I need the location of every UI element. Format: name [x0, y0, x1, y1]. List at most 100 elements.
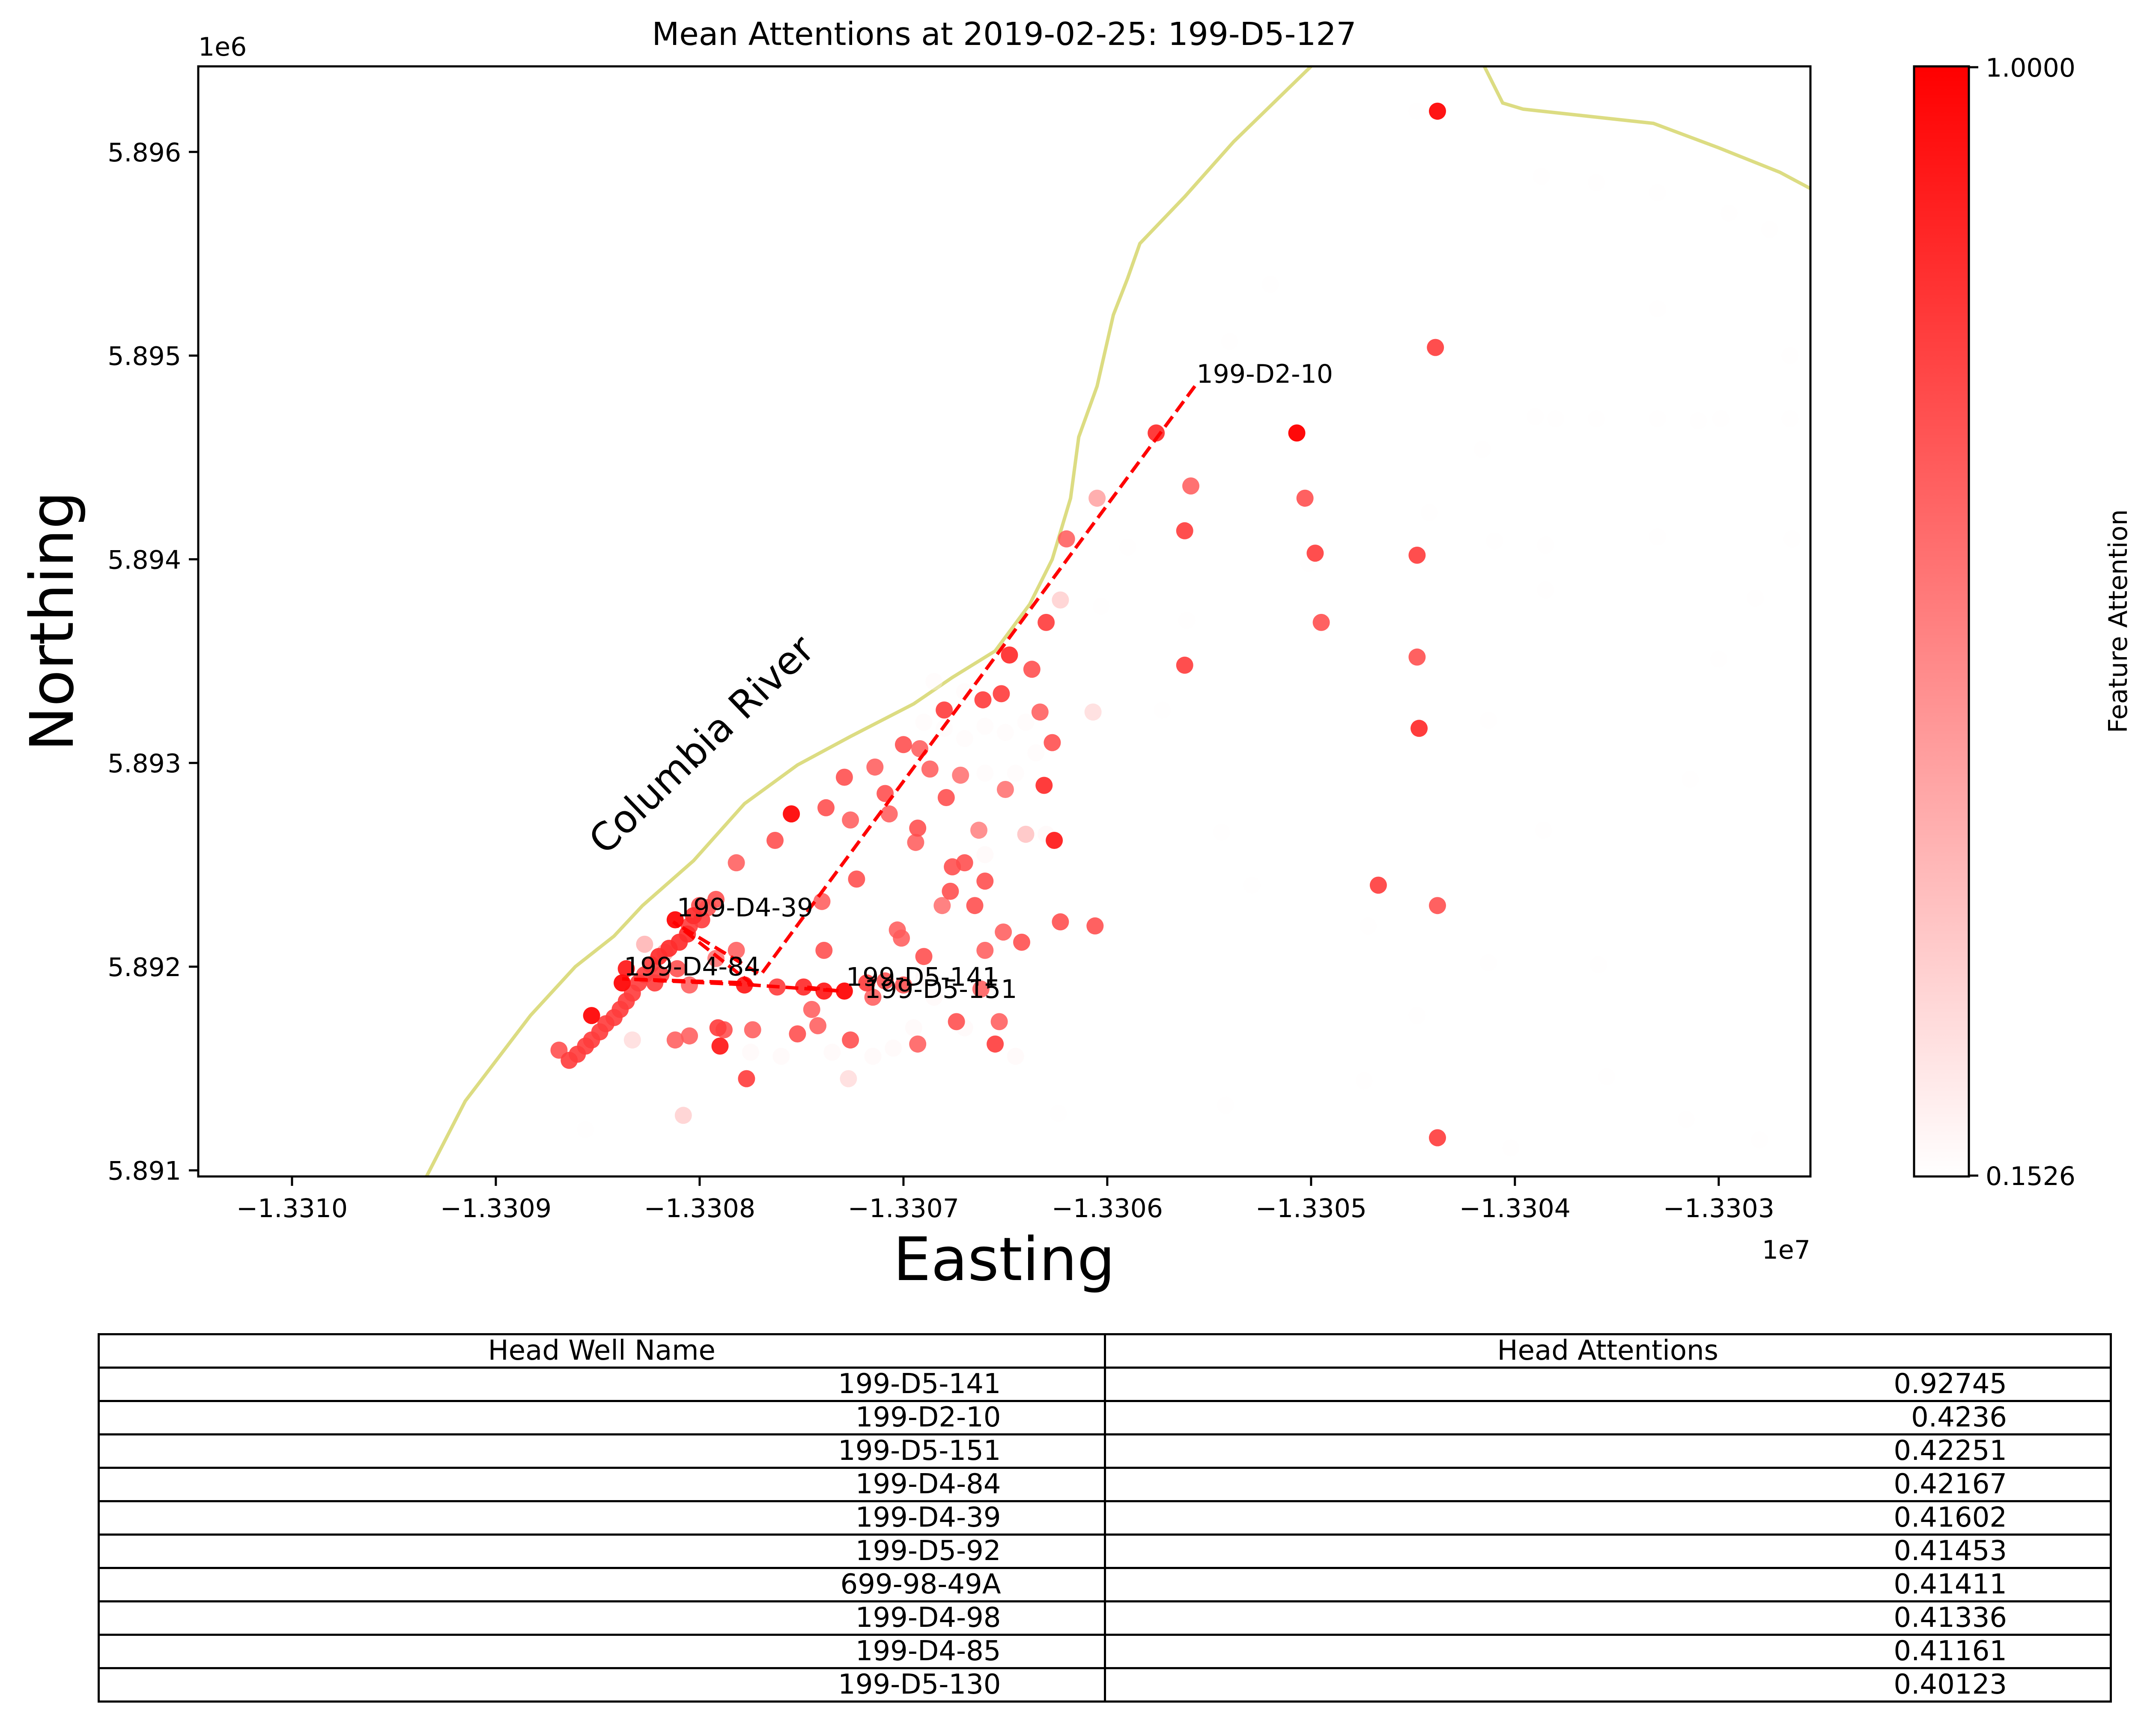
chart-title: Mean Attentions at 2019-02-25: 199-D5-12…: [652, 16, 1356, 53]
well-point: [1783, 530, 1801, 548]
well-point: [1023, 661, 1041, 678]
well-point: [1001, 646, 1018, 664]
table-row: 699-98-49A 0.41411: [98, 1567, 2112, 1602]
well-point: [1537, 536, 1554, 554]
well-point: [577, 1121, 594, 1138]
well-point: [993, 685, 1010, 703]
y-tick-label: 5.891: [107, 1156, 181, 1186]
well-point: [1017, 825, 1035, 843]
well-point: [1761, 220, 1778, 238]
well-label: 199-D4-39: [677, 893, 814, 923]
well-point: [813, 893, 831, 910]
well-point: [835, 983, 853, 1000]
well-point: [976, 941, 994, 959]
x-tick-label: −1.3304: [1459, 1194, 1571, 1224]
x-offset-label: 1e7: [1762, 1235, 1810, 1265]
well-points: [550, 102, 1801, 1157]
cell-attention: 0.41336: [1103, 1600, 2112, 1636]
well-point: [990, 1013, 1008, 1030]
well-point: [1781, 347, 1799, 364]
well-point: [1154, 701, 1171, 719]
table-row: 199-D5-92 0.41453: [98, 1534, 2112, 1569]
well-point: [1182, 477, 1199, 495]
y-tick-label: 5.894: [107, 545, 181, 575]
well-point: [1427, 339, 1444, 356]
x-tick-label: −1.3306: [1052, 1194, 1163, 1224]
well-point: [936, 701, 953, 719]
well-point: [742, 1043, 759, 1061]
well-point: [909, 1035, 927, 1053]
well-point: [1588, 410, 1605, 428]
well-point: [1408, 648, 1426, 666]
well-point: [1480, 954, 1497, 971]
well-point: [728, 941, 745, 959]
colorbar-max-label: 1.0000: [1986, 53, 2075, 83]
well-point: [1035, 777, 1053, 794]
well-point: [803, 1001, 820, 1018]
well-point: [772, 1048, 790, 1065]
x-axis-ticks: −1.3310 −1.3309 −1.3308 −1.3307 −1.3306 −1.33…: [236, 1176, 1774, 1224]
cell-well-name: 199-D2-10: [98, 1400, 1106, 1435]
cell-attention: 0.41602: [1103, 1500, 2112, 1536]
well-point: [674, 1107, 692, 1124]
well-point: [809, 1017, 826, 1034]
well-point: [1690, 412, 1707, 429]
well-point: [1598, 1068, 1615, 1085]
table-row: 199-D4-39 0.41602: [98, 1500, 2112, 1536]
well-point: [707, 890, 725, 908]
head-attentions-table-wrap: Head Well Name Head Attentions 199-D5-14…: [98, 1333, 2112, 1703]
well-point: [1031, 703, 1049, 721]
cell-attention: 0.41411: [1103, 1567, 2112, 1602]
well-point: [880, 805, 898, 823]
well-point: [1007, 765, 1024, 782]
table-row: 199-D4-98 0.41336: [98, 1600, 2112, 1636]
well-point: [858, 974, 876, 992]
well-point: [840, 1070, 857, 1087]
connection-path: [622, 385, 1196, 993]
well-point: [1296, 489, 1314, 507]
well-point: [1369, 876, 1387, 894]
well-point: [1682, 771, 1699, 788]
well-point: [1148, 424, 1165, 442]
well-point: [1747, 589, 1764, 607]
well-point: [623, 1031, 641, 1049]
well-point: [995, 923, 1012, 941]
well-point: [681, 1027, 698, 1045]
well-point: [1712, 410, 1729, 428]
cell-attention: 0.41453: [1103, 1534, 2112, 1569]
well-point: [952, 766, 969, 784]
well-point: [1710, 650, 1727, 668]
well-point: [1046, 832, 1063, 849]
well-point: [921, 760, 939, 778]
well-point: [1535, 822, 1552, 839]
well-label: 199-D5-151: [865, 974, 1017, 1004]
well-point: [685, 907, 702, 924]
well-label: 199-D4-84: [624, 952, 760, 982]
well-point: [956, 730, 973, 747]
well-point: [1088, 489, 1106, 507]
well-point: [1355, 1072, 1373, 1090]
well-point: [1588, 174, 1605, 191]
well-point: [976, 846, 994, 864]
well-point: [1429, 1129, 1446, 1146]
x-axis-label: Easting: [893, 1225, 1115, 1295]
cell-well-name: 199-D4-39: [98, 1500, 1106, 1536]
well-point: [956, 683, 973, 700]
y-axis-ticks: 5.891 5.892 5.893 5.894 5.895 5.896: [107, 138, 198, 1186]
head-attentions-table: Head Well Name Head Attentions 199-D5-14…: [98, 1333, 2112, 1703]
well-point: [1084, 703, 1102, 721]
well-point: [976, 718, 994, 735]
well-point: [815, 941, 833, 959]
header-well-name: Head Well Name: [98, 1333, 1106, 1369]
well-point: [583, 1007, 600, 1024]
well-point: [885, 1039, 902, 1057]
well-point: [1649, 410, 1666, 428]
well-point: [907, 834, 924, 851]
well-point: [766, 832, 784, 849]
well-point: [666, 911, 684, 929]
y-tick-label: 5.892: [107, 953, 181, 983]
well-point: [966, 897, 984, 914]
river-line: [425, 66, 1312, 1176]
well-point: [1410, 720, 1428, 737]
well-point: [948, 1013, 965, 1030]
